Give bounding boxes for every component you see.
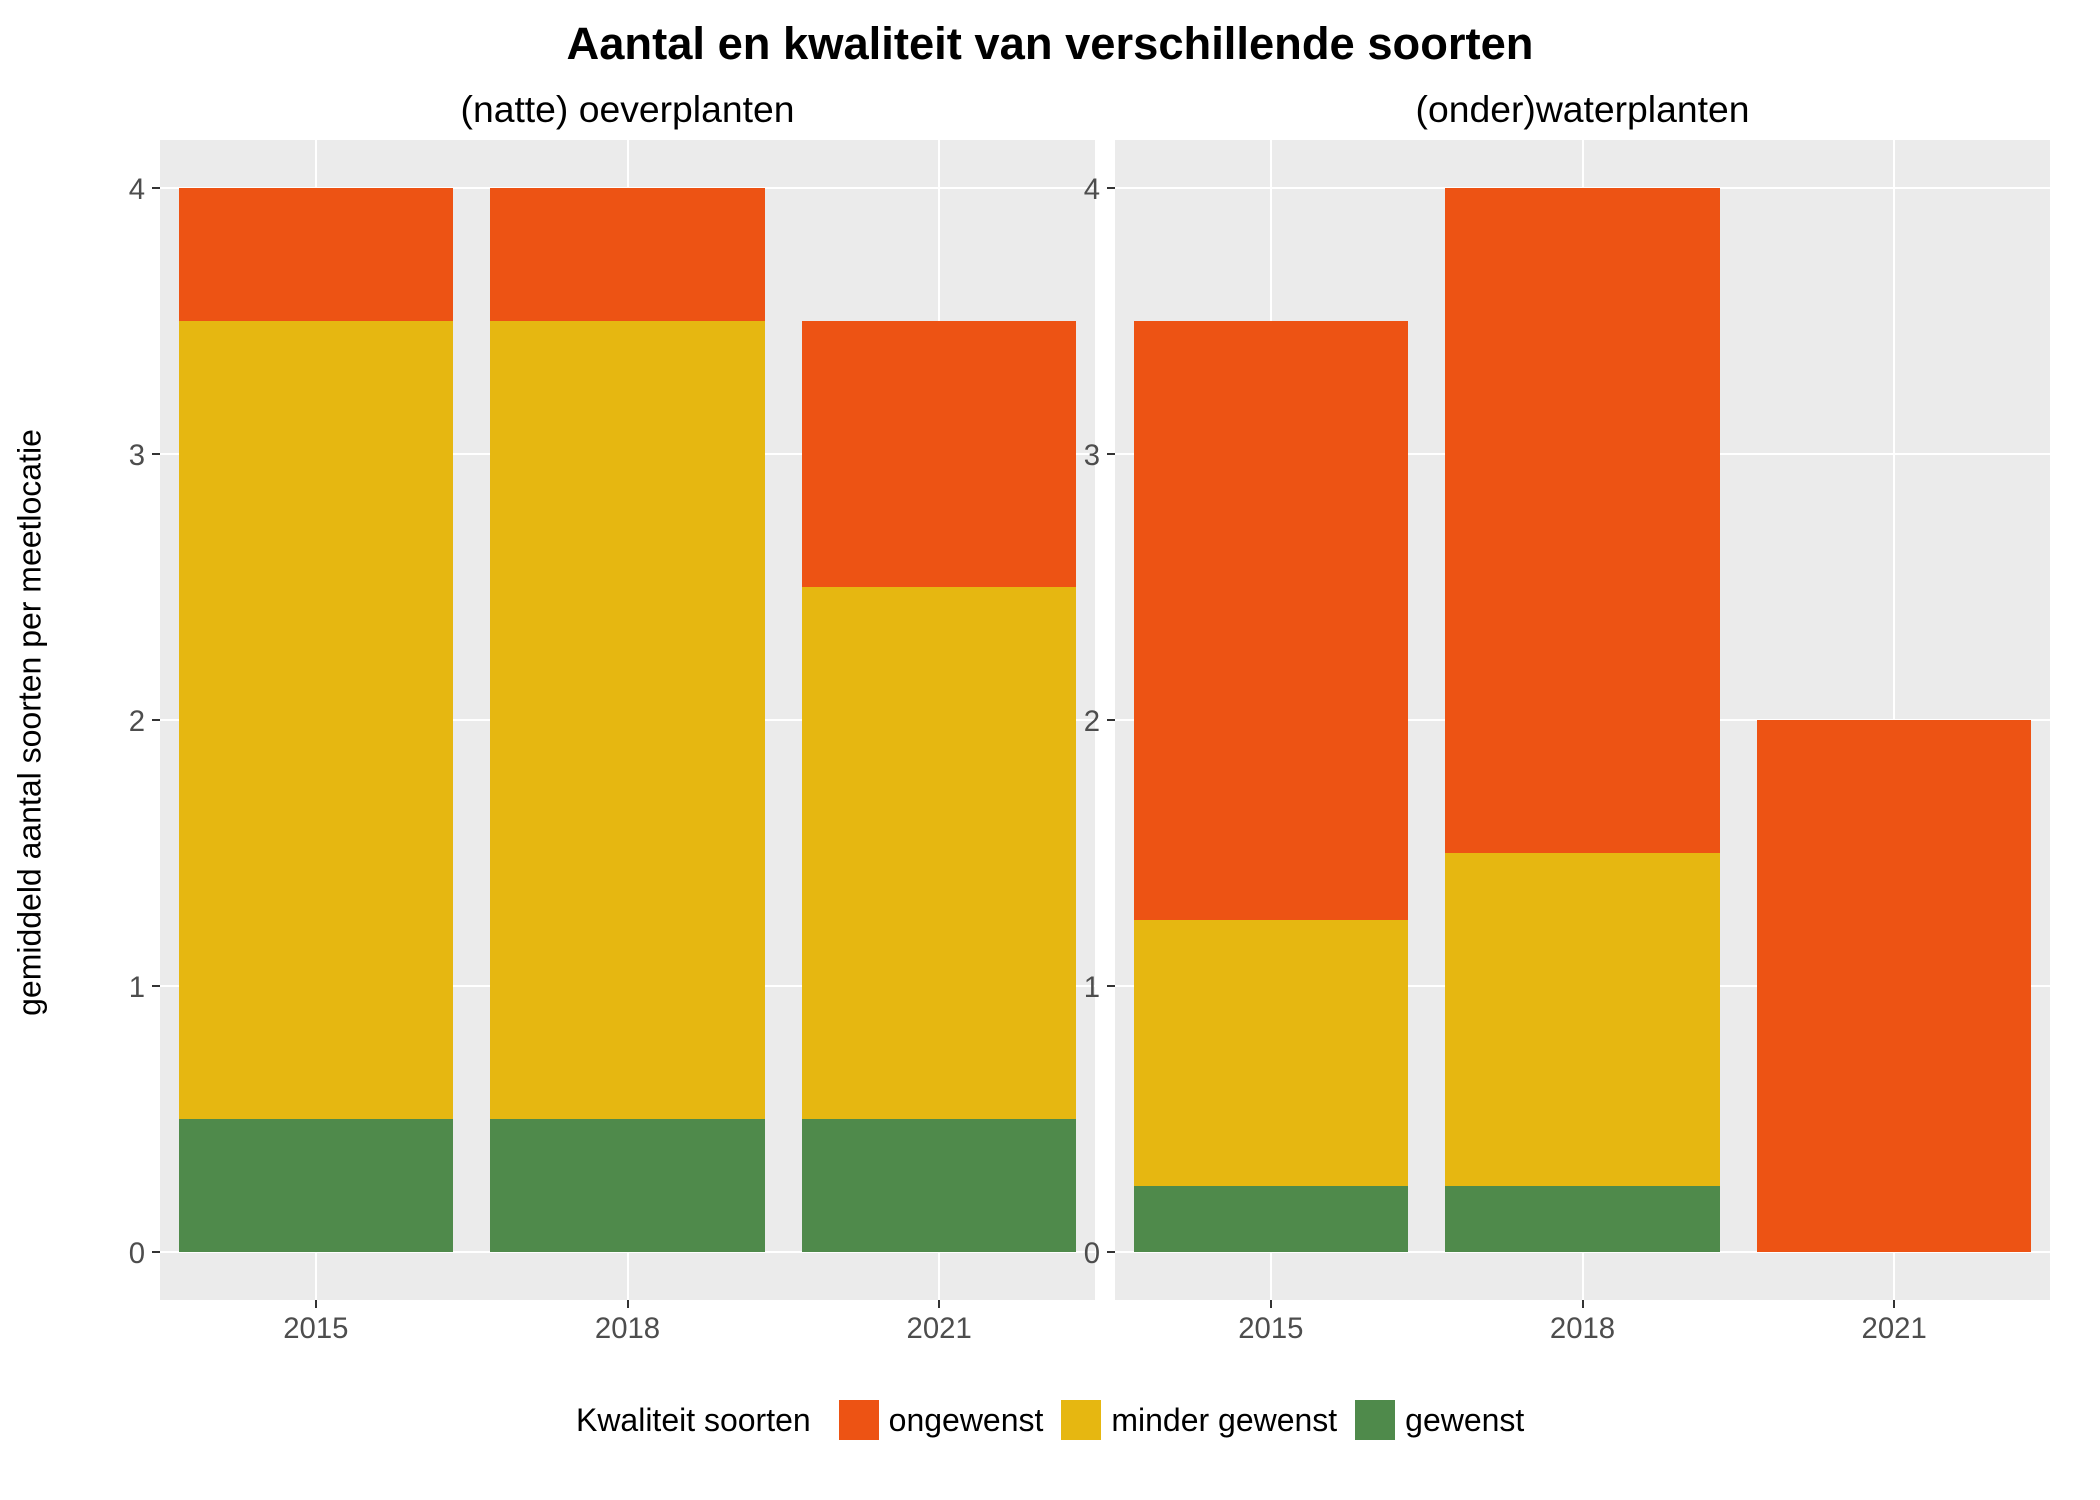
y-tick-label: 4 [100, 173, 145, 207]
y-tick-mark [152, 719, 160, 721]
bar-segment [1134, 321, 1408, 920]
y-tick-label: 4 [1055, 173, 1100, 207]
legend-item: gewenst [1355, 1400, 1524, 1440]
y-tick-mark [1107, 985, 1115, 987]
y-tick-label: 3 [100, 439, 145, 473]
legend-item: minder gewenst [1061, 1400, 1337, 1440]
y-tick-mark [1107, 719, 1115, 721]
legend-swatch [1061, 1400, 1101, 1440]
x-tick-label: 2018 [568, 1312, 688, 1346]
bar-segment [1757, 720, 2031, 1252]
bar-segment [802, 587, 1076, 1119]
x-tick-mark [938, 1300, 940, 1308]
x-tick-label: 2018 [1523, 1312, 1643, 1346]
legend-swatch [839, 1400, 879, 1440]
x-tick-mark [1893, 1300, 1895, 1308]
legend: Kwaliteit soorten ongewenst minder gewenst… [576, 1400, 1524, 1440]
bar-segment [1445, 188, 1719, 853]
y-tick-mark [152, 1251, 160, 1253]
x-tick-label: 2015 [256, 1312, 376, 1346]
chart-panel [160, 140, 1095, 1300]
panel-title: (natte) oeverplanten [160, 88, 1095, 131]
bar-segment [490, 188, 764, 321]
bar-segment [1445, 1186, 1719, 1253]
x-tick-mark [1270, 1300, 1272, 1308]
x-tick-label: 2021 [1834, 1312, 1954, 1346]
y-tick-mark [1107, 187, 1115, 189]
y-tick-mark [152, 453, 160, 455]
x-tick-label: 2021 [879, 1312, 999, 1346]
bar-segment [490, 1119, 764, 1252]
y-tick-label: 1 [1055, 971, 1100, 1005]
y-tick-label: 0 [100, 1237, 145, 1271]
bar-segment [1134, 1186, 1408, 1253]
chart-title: Aantal en kwaliteit van verschillende so… [0, 18, 2100, 70]
panel-title: (onder)waterplanten [1115, 88, 2050, 131]
x-tick-label: 2015 [1211, 1312, 1331, 1346]
x-tick-mark [627, 1300, 629, 1308]
y-tick-mark [1107, 1251, 1115, 1253]
y-tick-label: 1 [100, 971, 145, 1005]
y-tick-mark [152, 985, 160, 987]
y-tick-label: 2 [100, 705, 145, 739]
legend-label: minder gewenst [1111, 1402, 1337, 1439]
legend-title: Kwaliteit soorten [576, 1402, 811, 1439]
bar-segment [179, 188, 453, 321]
y-tick-mark [152, 187, 160, 189]
bar-segment [490, 321, 764, 1119]
x-tick-mark [315, 1300, 317, 1308]
y-tick-label: 3 [1055, 439, 1100, 473]
bar-segment [179, 321, 453, 1119]
legend-item: ongewenst [839, 1400, 1044, 1440]
bar-segment [802, 321, 1076, 587]
y-tick-mark [1107, 453, 1115, 455]
bar-segment [179, 1119, 453, 1252]
y-tick-label: 0 [1055, 1237, 1100, 1271]
y-tick-label: 2 [1055, 705, 1100, 739]
legend-label: ongewenst [889, 1402, 1044, 1439]
x-tick-mark [1582, 1300, 1584, 1308]
y-axis-label: gemiddeld aantal soorten per meetlocatie [12, 143, 49, 1303]
bar-segment [1445, 853, 1719, 1186]
bar-segment [802, 1119, 1076, 1252]
chart-panel [1115, 140, 2050, 1300]
bar-segment [1134, 920, 1408, 1186]
legend-label: gewenst [1405, 1402, 1524, 1439]
legend-swatch [1355, 1400, 1395, 1440]
figure: Aantal en kwaliteit van verschillende so… [0, 0, 2100, 1500]
